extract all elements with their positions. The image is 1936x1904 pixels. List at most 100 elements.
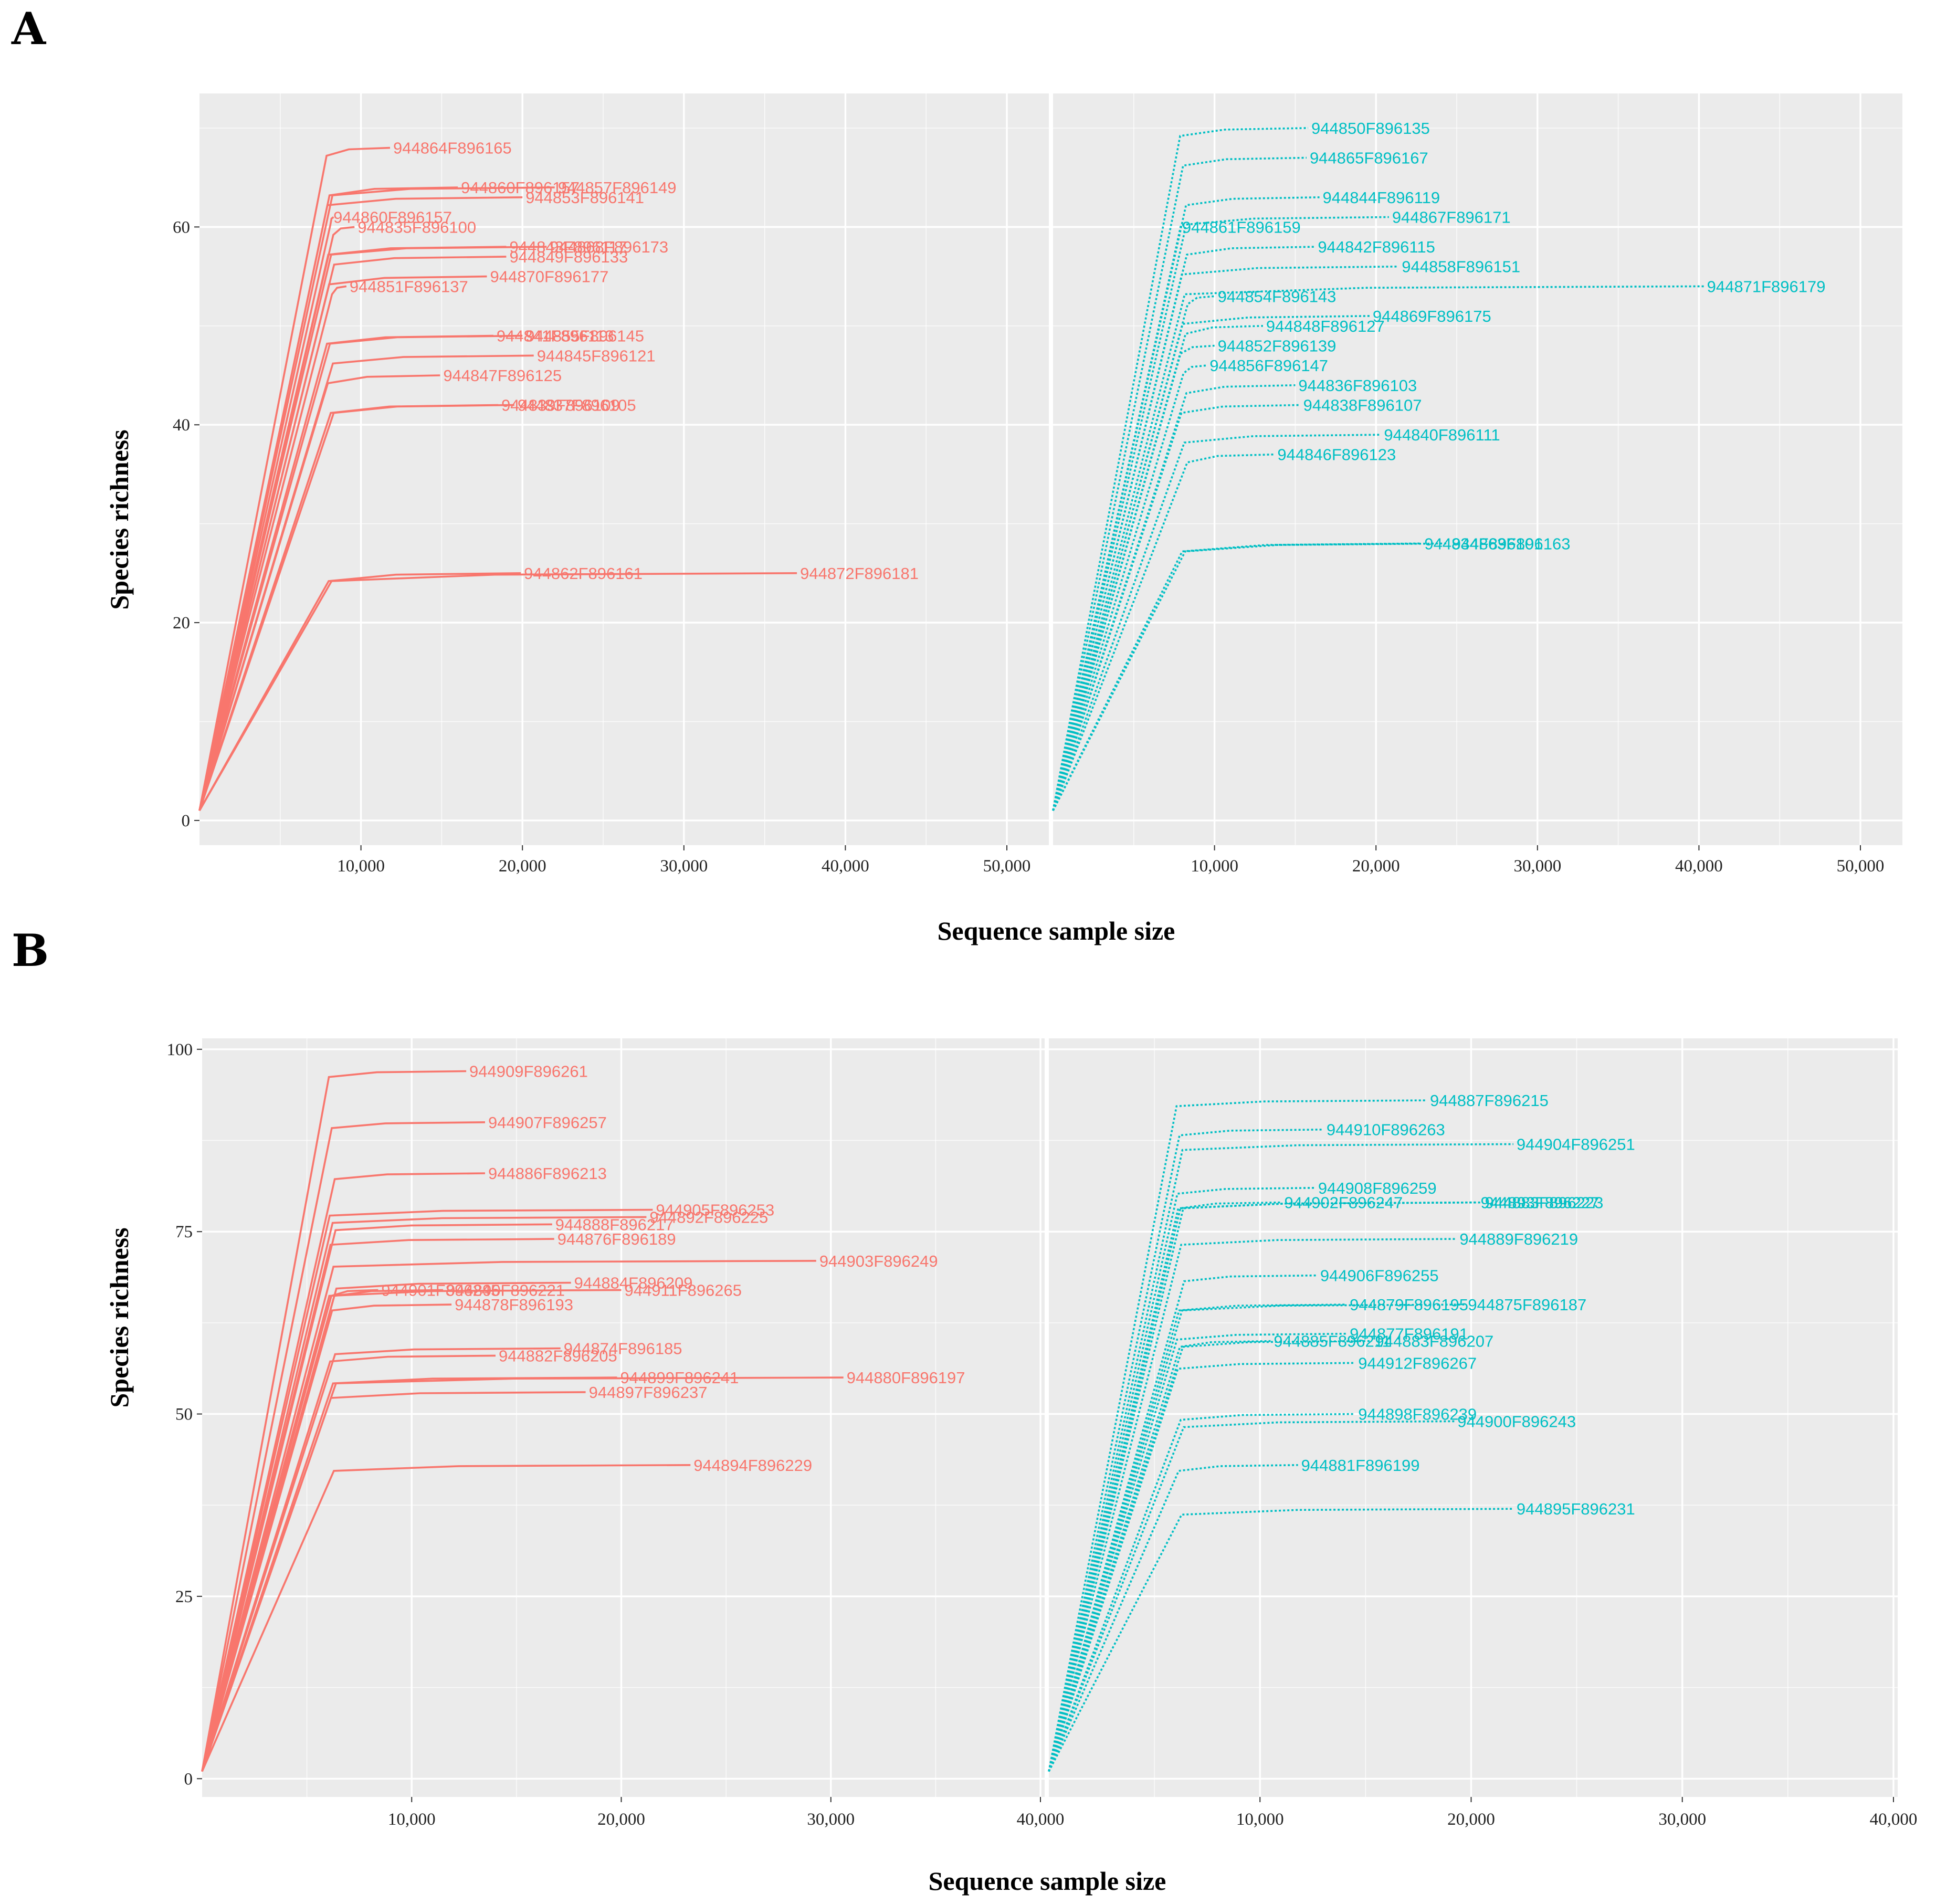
series-label: 944894F896229 (693, 1456, 812, 1475)
series-label: 944858F896151 (1402, 258, 1520, 276)
series-line (1048, 1420, 1455, 1772)
series-label: 944853F896141 (525, 188, 644, 207)
series-label: 944844F896119 (1323, 188, 1440, 207)
series-label: 944886F896213 (488, 1164, 607, 1183)
series-line (201, 1289, 622, 1772)
series-label: 944860F896157 (333, 208, 452, 227)
series-label: 944842F896115 (1318, 238, 1435, 256)
series-label: 944882F896205 (499, 1347, 617, 1365)
series-line (1052, 325, 1263, 811)
series-label: 944849F896133 (509, 248, 628, 266)
x-tick-label: 10,000 (1191, 857, 1238, 876)
x-tick-label: 40,000 (1675, 857, 1723, 876)
series-line (1052, 127, 1309, 811)
series-line (198, 572, 521, 811)
panel-b-y-axis: 0 25 50 75 100 (167, 1040, 202, 1789)
x-tick-label: 50,000 (983, 857, 1031, 876)
series-label: 944836F896103 (1298, 376, 1417, 395)
panel-b-left-facet: 10,000 20,000 30,000 40,000 944909F896261 944… (201, 1038, 1064, 1829)
series-label: 944893F896227 (1481, 1194, 1600, 1212)
x-tick-label: 20,000 (1352, 857, 1400, 876)
series-label: 944906F896255 (1320, 1267, 1439, 1285)
series-label: 944883F896207 (1375, 1332, 1493, 1351)
series-label: 944854F896143 (1218, 287, 1337, 306)
series-label: 944868F896173 (550, 238, 668, 256)
series-label: 944892F896225 (649, 1208, 768, 1226)
series-label: 944912F896267 (1358, 1354, 1477, 1372)
series-line (1048, 1143, 1513, 1772)
series-line (201, 1289, 444, 1772)
series-label: 944871F896179 (1707, 277, 1826, 296)
series-label: 944872F896181 (800, 564, 919, 583)
x-tick-label: 10,000 (337, 857, 385, 876)
y-tick-label: 50 (175, 1405, 193, 1424)
y-tick-label: 0 (184, 1770, 193, 1789)
series-line (1048, 1303, 1465, 1772)
series-line (201, 1172, 486, 1772)
plot-background (199, 93, 1049, 845)
y-tick-label: 60 (173, 218, 190, 237)
series-line (201, 1238, 554, 1772)
series-line (1048, 1128, 1323, 1772)
series-label: 944881F896199 (1301, 1456, 1420, 1475)
series-label: 944903F896249 (819, 1252, 938, 1270)
series-label: 944875F896187 (1468, 1296, 1586, 1314)
x-tick-label: 30,000 (1513, 857, 1561, 876)
series-label: 944885F896211 (1274, 1332, 1391, 1351)
panel-a-y-axis-title: Species richness (104, 429, 134, 609)
x-tick-label: 40,000 (1870, 1810, 1918, 1829)
panel-b-y-axis-title: Species richness (104, 1227, 134, 1407)
series-line (1052, 265, 1399, 811)
series-label: 944848F896127 (1266, 317, 1385, 335)
series-line (198, 572, 797, 811)
series-label: 944874F896185 (564, 1340, 682, 1358)
series-label: 944837F896105 (518, 396, 636, 415)
series-label: 944910F896263 (1327, 1121, 1445, 1139)
panel-b-chart: 10,000 20,000 30,000 40,000 944909F896261 944… (104, 1038, 1917, 1896)
series-label: 944855F896145 (525, 327, 644, 345)
series-line (1048, 1464, 1298, 1772)
series-label: 944911F896265 (625, 1281, 742, 1299)
series-line (198, 216, 334, 811)
series-label: 944900F896243 (1457, 1412, 1576, 1430)
series-label: 944856F896147 (1209, 356, 1328, 375)
series-label: 944883F896223 (1485, 1194, 1604, 1212)
series-label: 944907F896257 (488, 1113, 607, 1132)
x-tick-label: 30,000 (660, 857, 708, 876)
series-line (1048, 1187, 1315, 1772)
series-label: 944884F896209 (574, 1274, 693, 1292)
x-tick-label: 50,000 (1837, 857, 1885, 876)
series-line (201, 1121, 486, 1772)
y-tick-label: 40 (173, 416, 190, 435)
series-line (1048, 1340, 1271, 1772)
x-tick-label: 10,000 (388, 1810, 436, 1829)
series-label: 944865F896167 (1310, 149, 1428, 167)
x-tick-label: 20,000 (1447, 1810, 1495, 1829)
y-tick-label: 75 (175, 1223, 193, 1242)
series-label: 944850F896135 (1311, 119, 1430, 138)
panel-letter-a: A (11, 3, 47, 55)
series-line (1048, 1508, 1513, 1772)
series-label: 944857F896149 (558, 178, 677, 197)
panel-b-x-axis-title: Sequence sample size (929, 1866, 1166, 1896)
series-label: 944835F896100 (357, 218, 476, 236)
y-tick-label: 20 (173, 614, 190, 633)
series-line (1048, 1274, 1317, 1772)
series-label: 944905F896253 (656, 1201, 774, 1219)
x-tick-label: 40,000 (822, 857, 869, 876)
series-label: 944834F896101 (1424, 534, 1543, 553)
panel-b-right-facet: 10,000 20,000 30,000 40,000 944887F896215 944… (1048, 1038, 1918, 1829)
series-label: 944845F896121 (537, 346, 656, 365)
series-line (1052, 542, 1449, 811)
series-line (198, 246, 547, 811)
series-label: 944897F896237 (589, 1383, 708, 1402)
series-line (1048, 1332, 1347, 1772)
series-line (1052, 315, 1370, 811)
panel-a-chart: 10,000 20,000 30,000 40,000 50,000 944864F896… (104, 93, 1902, 945)
series-label: 944889F896219 (1459, 1230, 1578, 1248)
panel-a-right-facet: 10,000 20,000 30,000 40,000 50,000 944850F896… (1052, 93, 1902, 876)
series-label: 944895F896231 (1517, 1500, 1635, 1518)
panel-letter-b: B (12, 924, 49, 976)
series-label: 944867F896171 (1392, 208, 1511, 227)
